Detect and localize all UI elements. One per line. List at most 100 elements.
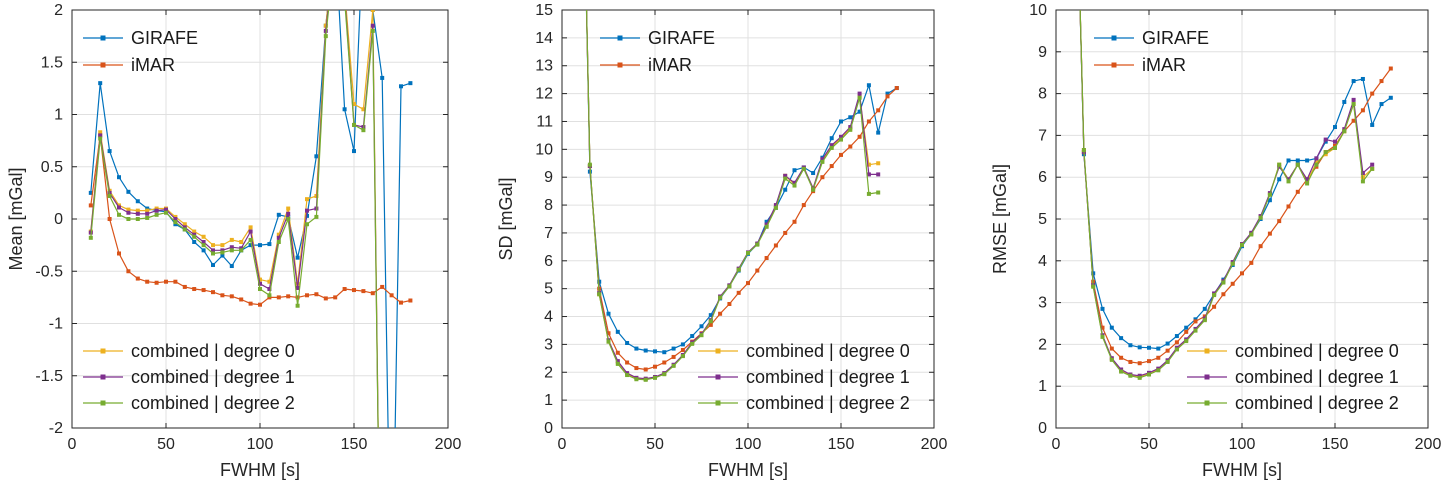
legend-entry-girafe: GIRAFE [83,28,198,48]
y-tick-label: 12 [535,86,553,103]
legend-entry-girafe: GIRAFE [1094,28,1209,48]
y-tick-label: 13 [535,58,553,75]
data-point-marker [801,166,806,171]
data-point-marker [211,262,215,267]
legend-entry-deg0: combined | degree 0 [698,341,910,361]
data-point-marker [671,346,676,351]
x-tick-label: 150 [1322,436,1349,453]
data-point-marker [653,375,657,380]
data-point-marker [399,300,403,305]
data-point-marker [718,311,723,316]
data-point-marker [361,128,366,133]
legend-label: iMAR [131,55,175,75]
y-tick-label: 1 [1038,378,1047,395]
data-point-marker [164,210,168,215]
data-point-marker [276,212,281,217]
data-point-marker [1100,325,1105,330]
data-point-marker [625,341,630,346]
data-point-marker [361,107,366,112]
data-point-marker [88,190,93,195]
y-tick-label: 3 [544,336,553,353]
data-point-marker [1202,318,1207,323]
data-point-marker [408,81,413,86]
data-point-marker [1305,179,1310,184]
data-point-marker [211,243,215,248]
data-point-marker [239,248,244,253]
data-point-marker [662,360,667,365]
data-point-marker [1258,215,1263,220]
data-point-marker [876,190,881,195]
data-point-marker [239,297,244,302]
data-point-marker [885,94,890,99]
data-point-marker [1202,306,1207,311]
tick-marks [71,9,449,429]
legend-entry-imar: iMAR [600,55,692,75]
data-point-marker [286,211,291,216]
data-point-marker [1379,102,1384,107]
tick-marks [561,9,935,429]
data-point-marker [1137,345,1142,350]
data-point-marker [643,348,648,353]
data-point-marker [615,359,620,364]
data-point-marker [1351,102,1356,107]
data-point-marker [764,256,769,261]
data-point-marker [634,377,639,382]
data-point-marker [154,212,159,217]
data-point-marker [1379,79,1384,84]
data-point-marker [1314,160,1319,165]
data-point-marker [1323,152,1328,157]
data-point-marker [718,295,723,300]
data-point-marker [643,367,648,372]
data-point-marker [1305,181,1310,186]
data-point-marker [1174,340,1179,345]
data-point-marker [276,239,281,244]
legend-bottom: combined | degree 0 combined | degree 1 co… [1187,341,1399,413]
data-point-marker [1295,158,1300,163]
data-point-marker [848,125,853,130]
data-point-marker [1342,99,1347,104]
data-point-marker [876,172,881,177]
data-point-marker [1147,359,1151,364]
series-markers-deg2 [1081,102,1375,380]
data-point-marker [107,194,112,199]
data-point-marker [145,279,150,284]
data-point-marker [755,268,760,273]
data-point-marker [1342,127,1347,132]
data-point-marker [1184,329,1189,334]
data-point-marker [380,75,385,80]
data-point-marker [201,234,206,239]
data-point-marker [305,197,309,202]
y-tick-label: -0.5 [35,263,63,280]
data-point-marker [1323,150,1328,155]
y-tick-label: -1 [49,316,63,333]
y-tick-label: 7 [1038,127,1047,144]
data-point-marker [866,172,871,177]
x-tick-label: 50 [1140,436,1158,453]
data-point-marker [1184,339,1189,344]
x-tick-label: 150 [828,436,855,453]
data-point-marker [258,277,262,282]
data-point-marker [1323,139,1328,144]
data-point-marker [643,377,648,382]
data-point-marker [1286,177,1291,182]
data-point-marker [792,168,797,173]
data-point-marker [1109,325,1114,330]
data-point-marker [1295,162,1300,167]
data-point-marker [820,157,825,162]
data-point-marker [1351,97,1356,102]
data-point-marker [248,229,253,234]
x-axis-label: FWHM [s] [1202,460,1282,480]
data-point-marker [755,242,760,247]
data-point-marker [764,219,769,224]
data-point-marker [267,242,272,247]
data-point-marker [1081,148,1086,153]
data-point-marker [305,208,309,213]
data-point-marker [323,296,328,301]
data-point-marker [1119,336,1124,341]
y-tick-label: 2 [544,364,553,381]
data-point-marker [680,354,685,359]
legend-marker [1204,348,1210,354]
data-point-marker [164,207,168,212]
legend-label: GIRAFE [131,28,198,48]
